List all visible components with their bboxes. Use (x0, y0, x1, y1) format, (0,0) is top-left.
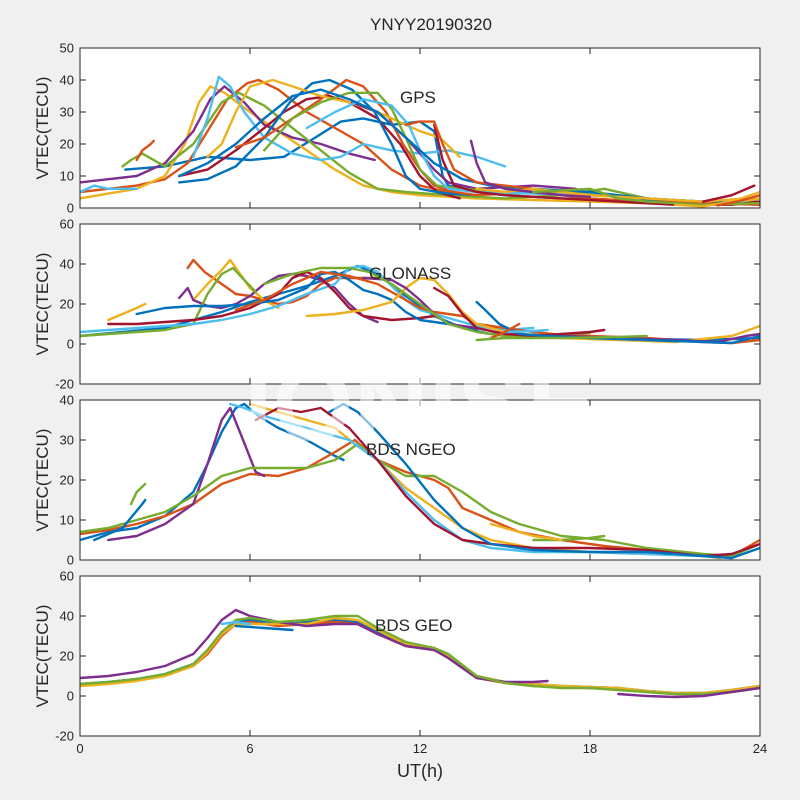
y-tick-label: 20 (60, 137, 74, 152)
series-line (532, 534, 606, 542)
series-group (80, 258, 760, 345)
series-line (80, 616, 760, 695)
series-line (192, 258, 280, 310)
series-line (80, 402, 345, 542)
plot-area (80, 400, 760, 560)
y-tick-label: 30 (60, 105, 74, 120)
panel-label: BDS NGEO (366, 440, 456, 459)
series-line (93, 498, 147, 542)
watermark: IONISE (244, 347, 597, 463)
y-tick-label: 40 (60, 257, 74, 272)
panel-label: BDS GEO (375, 616, 452, 635)
panel-bds-ngeo: 0 10 20 30 40 VTEC(TECU) BDS NGEO (33, 393, 761, 568)
y-axis-label: VTEC(TECU) (33, 77, 52, 180)
y-tick-label: 20 (60, 473, 74, 488)
y-tick-label: 20 (60, 297, 74, 312)
series-line (469, 139, 592, 198)
y-tick-label: 60 (60, 569, 74, 584)
y-tick-label: 10 (60, 169, 74, 184)
x-tick-label: 24 (753, 741, 767, 756)
series-line (206, 78, 461, 158)
series-line (135, 270, 478, 332)
series-line (433, 286, 606, 338)
x-tick-label: 12 (413, 741, 427, 756)
plot-area (80, 576, 760, 736)
y-tick-label: 50 (60, 41, 74, 56)
y-axis-label: VTEC(TECU) (33, 429, 52, 532)
panel-glonass: -20 0 20 40 60 VTEC(TECU) GLONASS (33, 217, 761, 392)
y-tick-label: 0 (67, 201, 74, 216)
y-tick-label: -20 (55, 729, 74, 744)
series-line (107, 406, 266, 542)
x-tick-label: 18 (583, 741, 597, 756)
y-tick-label: 20 (60, 649, 74, 664)
series-line (178, 94, 461, 200)
series-line (107, 270, 436, 326)
series-line (328, 402, 760, 560)
y-tick-label: 60 (60, 217, 74, 232)
y-tick-label: 40 (60, 609, 74, 624)
series-line (121, 91, 760, 206)
y-tick-label: 40 (60, 73, 74, 88)
series-line (220, 620, 252, 626)
x-axis-label: UT(h) (397, 761, 443, 781)
series-line (532, 187, 760, 206)
x-tick-label: 6 (246, 741, 253, 756)
series-line (234, 624, 294, 632)
y-tick-label: 10 (60, 513, 74, 528)
y-tick-label: 30 (60, 433, 74, 448)
series-line (178, 78, 478, 197)
series-line (503, 328, 549, 334)
series-line (80, 614, 760, 696)
series-line (673, 190, 760, 208)
y-tick-label: 0 (67, 337, 74, 352)
series-line (192, 75, 507, 168)
plot-area (80, 48, 760, 208)
series-line (80, 608, 549, 684)
series-line (107, 302, 147, 322)
y-axis-label: VTEC(TECU) (33, 253, 52, 356)
series-line (178, 272, 379, 324)
series-line (475, 334, 648, 342)
chart-title: YNYY20190320 (370, 15, 492, 34)
series-line (489, 522, 563, 542)
series-line (702, 184, 756, 203)
y-tick-label: -20 (55, 377, 74, 392)
y-tick-label: 0 (67, 553, 74, 568)
y-tick-label: 0 (67, 689, 74, 704)
panel-label: GPS (400, 88, 436, 107)
series-line (716, 194, 760, 207)
series-line (135, 139, 155, 162)
y-tick-label: 40 (60, 393, 74, 408)
series-line (617, 686, 760, 699)
series-line (80, 78, 760, 206)
series-group (80, 402, 760, 560)
panel-label: GLONASS (369, 264, 451, 283)
series-line (489, 322, 521, 340)
series-line (80, 266, 257, 338)
y-axis-label: VTEC(TECU) (33, 605, 52, 708)
series-group (80, 75, 760, 208)
panel-gps: 0 10 20 30 40 50 VTEC(TECU) GPS (33, 41, 761, 216)
x-tick-label: 0 (76, 741, 83, 756)
series-line (80, 184, 138, 194)
series-line (475, 187, 747, 203)
series-line (80, 85, 376, 184)
series-group (80, 608, 760, 699)
series-line (129, 482, 147, 506)
